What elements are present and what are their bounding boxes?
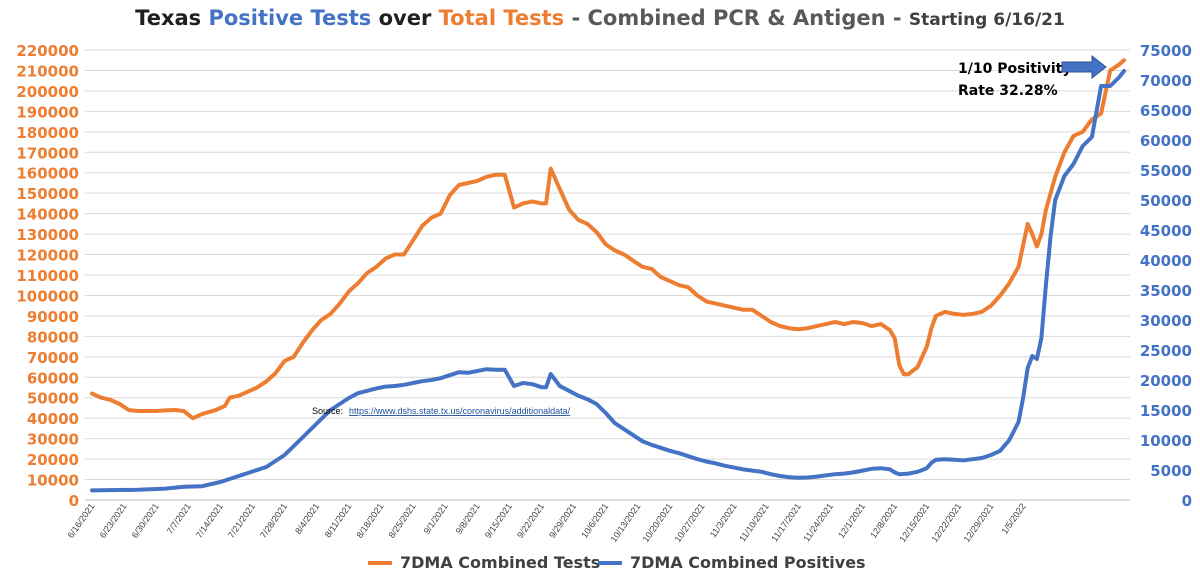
right-axis-tick-label: 15000: [1140, 402, 1192, 420]
legend-item-tests: 7DMA Combined Tests: [368, 553, 600, 572]
right-axis-tick-label: 25000: [1140, 342, 1192, 360]
annotation-line-2: Rate 32.28%: [958, 83, 1058, 99]
left-axis-tick-label: 220000: [16, 42, 79, 60]
title-part-over: over: [371, 6, 439, 30]
left-axis-tick-label: 50000: [27, 390, 79, 408]
left-axis-tick-label: 10000: [27, 472, 79, 490]
left-axis-tick-label: 210000: [16, 62, 79, 80]
title-part-texas: Texas: [135, 6, 209, 30]
x-axis-tick-label: 11/10/2021: [737, 501, 771, 543]
left-axis-tick-label: 170000: [16, 144, 79, 162]
left-axis-tick-label: 0: [69, 492, 79, 510]
x-axis-tick-label: 6/30/2021: [130, 501, 161, 540]
right-axis-tick-label: 60000: [1140, 132, 1192, 150]
left-axis-tick-label: 40000: [27, 410, 79, 428]
x-axis-tick-label: 7/28/2021: [258, 501, 289, 540]
series-line-positives: [90, 69, 1126, 493]
right-axis-tick-label: 10000: [1140, 432, 1192, 450]
right-axis-tick-label: 65000: [1140, 102, 1192, 120]
x-axis-tick-label: 12/8/2021: [868, 501, 899, 540]
left-axis-tick-label: 110000: [16, 267, 79, 285]
title-part-total-tests: Total Tests: [438, 6, 565, 30]
x-axis-tick-label: 9/15/2021: [483, 501, 514, 540]
left-axis-tick-label: 200000: [16, 83, 79, 101]
x-axis-tick-label: 11/3/2021: [708, 501, 739, 539]
x-axis-tick-label: 8/11/2021: [323, 501, 354, 539]
x-axis-tick-label: 9/8/2021: [454, 501, 482, 535]
x-axis-tick-label: 8/4/2021: [293, 501, 321, 535]
left-axis-tick-label: 90000: [27, 308, 79, 326]
x-axis-tick-label: 9/22/2021: [515, 501, 546, 540]
right-axis-tick-label: 55000: [1140, 162, 1192, 180]
x-axis-tick-label: 10/6/2021: [579, 501, 610, 540]
left-axis-tick-label: 180000: [16, 124, 79, 142]
title-part-combined: - Combined PCR & Antigen -: [564, 6, 909, 30]
x-axis-tick-label: 12/15/2021: [897, 501, 931, 544]
x-axis-tick-label: 12/22/2021: [929, 501, 963, 544]
left-axis-tick-label: 120000: [16, 247, 79, 265]
right-axis-tick-label: 0: [1182, 492, 1192, 510]
right-axis-tick-label: 75000: [1140, 42, 1192, 60]
x-axis-tick-label: 9/29/2021: [547, 501, 578, 540]
right-axis-tick-label: 20000: [1140, 372, 1192, 390]
left-axis-tick-label: 190000: [16, 103, 79, 121]
x-axis-tick-label: 7/14/2021: [194, 501, 225, 540]
title-part-starting: Starting 6/16/21: [908, 10, 1065, 30]
left-axis-tick-label: 140000: [16, 206, 79, 224]
x-axis-tick-label: 8/25/2021: [387, 501, 418, 540]
x-axis-tick-label: 12/1/2021: [836, 501, 867, 540]
legend-swatch-tests: [368, 560, 392, 565]
right-axis-tick-label: 70000: [1140, 72, 1192, 90]
left-axis-tick-label: 60000: [27, 369, 79, 387]
x-axis-tick-label: 6/23/2021: [98, 501, 129, 540]
left-axis-tick-label: 80000: [27, 328, 79, 346]
x-axis-tick-label: 10/27/2021: [673, 501, 707, 544]
right-axis-tick-label: 50000: [1140, 192, 1192, 210]
x-axis-tick-label: 1/5/2022: [999, 501, 1027, 535]
left-axis-tick-label: 30000: [27, 431, 79, 449]
annotation-arrow-icon: [1061, 54, 1107, 80]
left-axis-tick-label: 20000: [27, 451, 79, 469]
legend-swatch-positives: [598, 560, 622, 565]
legend-label-tests: 7DMA Combined Tests: [400, 553, 601, 572]
right-axis-tick-label: 40000: [1140, 252, 1192, 270]
right-axis-tick-label: 45000: [1140, 222, 1192, 240]
x-axis-tick-label: 7/21/2021: [226, 501, 257, 540]
x-axis-tick-label: 12/29/2021: [962, 501, 996, 544]
legend-label-positives: 7DMA Combined Positives: [630, 553, 866, 572]
source-label: Source:: [312, 406, 343, 416]
source-link[interactable]: https://www.dshs.state.tx.us/coronavirus…: [349, 406, 571, 416]
right-axis-tick-label: 35000: [1140, 282, 1192, 300]
x-axis-tick-label: 11/24/2021: [801, 501, 835, 543]
x-axis-tick-label: 10/20/2021: [641, 501, 675, 544]
left-axis-tick-label: 70000: [27, 349, 79, 367]
right-axis-tick-label: 5000: [1150, 462, 1192, 480]
left-axis-tick-label: 160000: [16, 165, 79, 183]
left-axis-tick-label: 150000: [16, 185, 79, 203]
x-axis-tick-label: 11/17/2021: [769, 501, 803, 543]
series-line-tests: [90, 58, 1126, 421]
title-part-positive-tests: Positive Tests: [208, 6, 372, 30]
annotation-line-1: 1/10 Positivity: [958, 61, 1071, 77]
right-axis-tick-label: 30000: [1140, 312, 1192, 330]
x-axis-tick-label: 10/13/2021: [608, 501, 642, 544]
legend-item-positives: 7DMA Combined Positives: [598, 553, 866, 572]
left-axis-tick-label: 100000: [16, 287, 79, 305]
chart-title: Texas Positive Tests over Total Tests - …: [0, 6, 1200, 30]
left-axis-tick-label: 130000: [16, 226, 79, 244]
x-axis-tick-label: 8/18/2021: [354, 501, 385, 540]
x-axis-tick-label: 9/1/2021: [422, 501, 450, 535]
x-axis-tick-label: 7/7/2021: [165, 501, 193, 535]
